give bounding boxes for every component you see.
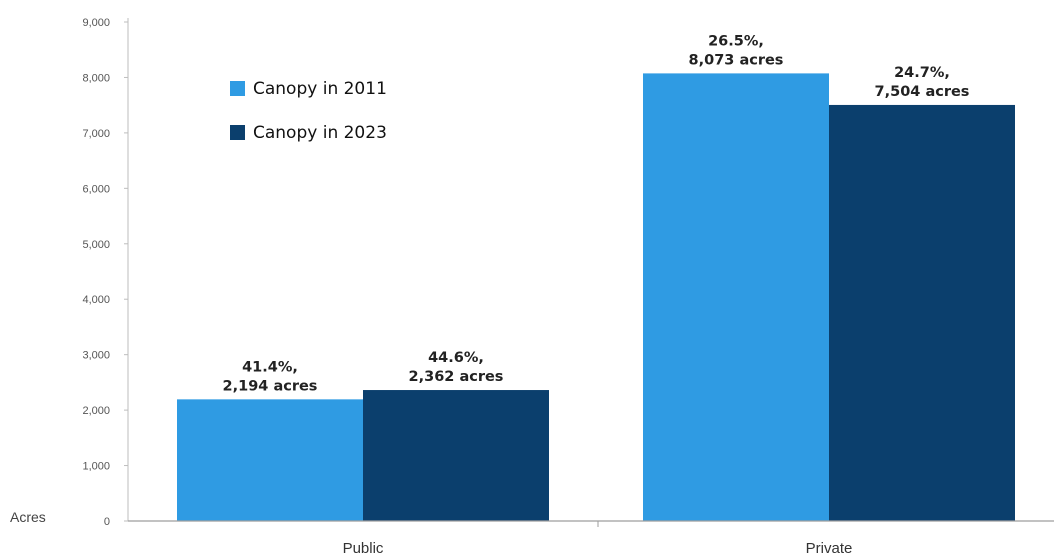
legend-label: Canopy in 2023 — [253, 123, 387, 143]
bar — [643, 73, 829, 521]
x-category-label: Private — [806, 540, 853, 557]
y-tick-label: 8,000 — [82, 72, 110, 84]
legend-swatch — [230, 81, 245, 96]
y-tick-label: 1,000 — [82, 461, 110, 473]
bar — [363, 390, 549, 521]
y-tick-label: 3,000 — [82, 350, 110, 362]
y-tick-label: 7,000 — [82, 128, 110, 140]
data-label: 2,194 acres — [223, 378, 318, 394]
y-tick-label: 9,000 — [82, 17, 110, 29]
y-tick-label: 6,000 — [82, 183, 110, 195]
data-label: 41.4%, — [242, 359, 298, 375]
y-tick-label: 0 — [104, 516, 110, 528]
legend-swatch — [230, 125, 245, 140]
bar — [177, 399, 363, 521]
data-label: 24.7%, — [894, 65, 950, 81]
bars — [177, 73, 1015, 521]
data-label: 8,073 acres — [689, 52, 784, 68]
legend-label: Canopy in 2011 — [253, 79, 387, 99]
data-labels: 41.4%, 2,194 acres 44.6%, 2,362 acres 26.5%,… — [223, 33, 970, 394]
y-axis: 0 1,000 2,000 3,000 4,000 5,000 6,000 7,000 8,00… — [82, 17, 129, 528]
bar — [829, 104, 1015, 521]
y-axis-title: Acres — [10, 509, 46, 525]
y-tick-label: 5,000 — [82, 239, 110, 251]
data-label: 26.5%, — [708, 33, 764, 49]
y-tick-label: 2,000 — [82, 405, 110, 417]
x-category-label: Public — [343, 540, 384, 557]
legend: Canopy in 2011 Canopy in 2023 — [230, 79, 387, 143]
data-label: 2,362 acres — [409, 369, 504, 385]
data-label: 7,504 acres — [875, 84, 970, 100]
y-tick-label: 4,000 — [82, 294, 110, 306]
data-label: 44.6%, — [428, 350, 484, 366]
x-axis: Public Private — [128, 520, 1054, 557]
